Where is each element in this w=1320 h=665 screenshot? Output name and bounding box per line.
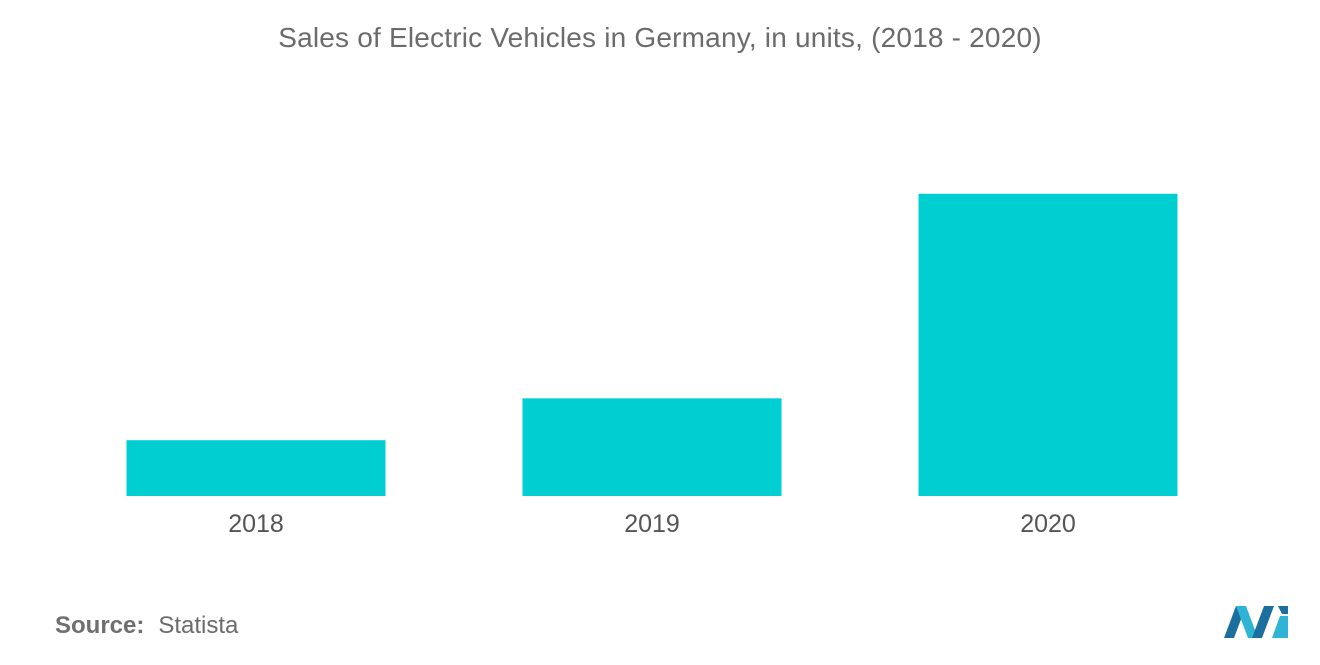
source-note: Source: Statista — [55, 612, 238, 640]
source-label: Source: — [55, 612, 145, 639]
x-tick-label-2018: 2018 — [228, 510, 284, 538]
chart-title: Sales of Electric Vehicles in Germany, i… — [278, 22, 1042, 53]
x-tick-labels: 2018 2019 2020 — [228, 510, 1076, 538]
bars-group — [126, 193, 1178, 496]
bar-chart: 2018 2019 2020 — [126, 193, 1178, 538]
source-value: Statista — [158, 612, 239, 639]
bar-2019 — [522, 398, 782, 496]
x-tick-label-2020: 2020 — [1020, 510, 1076, 538]
bar-2018 — [126, 440, 386, 496]
mordor-intelligence-logo-icon — [1224, 606, 1288, 638]
bar-2020 — [918, 193, 1178, 496]
x-tick-label-2019: 2019 — [624, 510, 680, 538]
